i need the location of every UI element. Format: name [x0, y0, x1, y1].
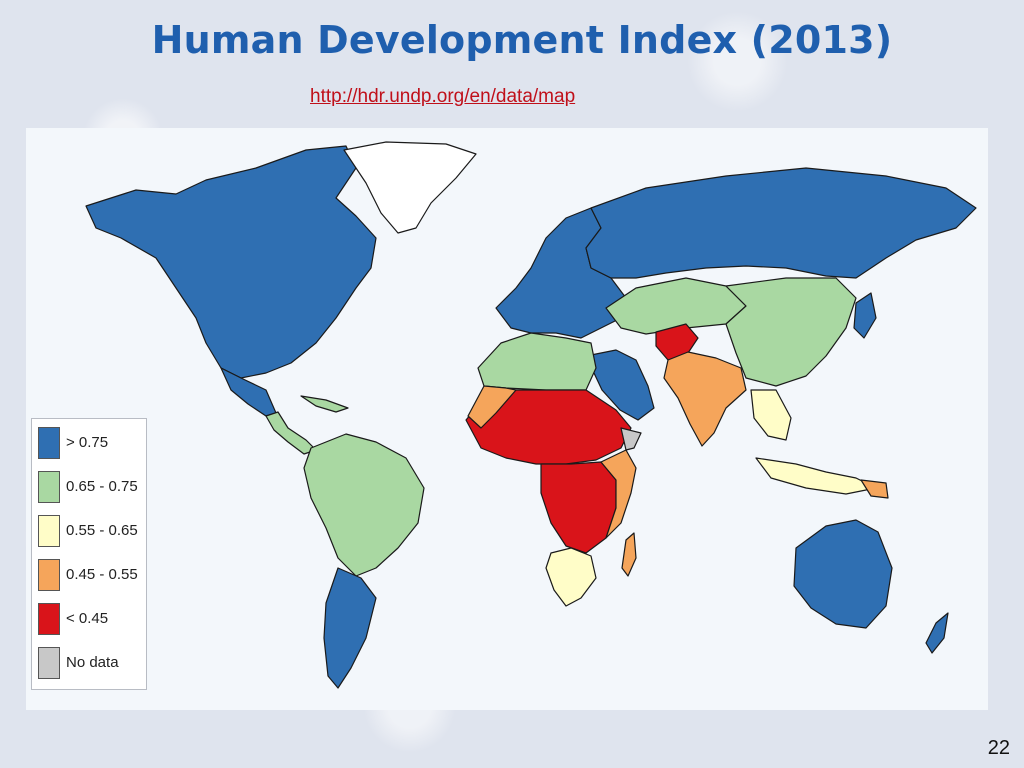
region-east-africa	[600, 449, 637, 539]
legend-swatch	[38, 471, 60, 503]
legend-swatch	[38, 647, 60, 679]
region-indonesia	[755, 457, 877, 495]
legend-label: > 0.75	[66, 434, 109, 451]
region-central-america	[265, 411, 317, 455]
legend-label: 0.45 - 0.55	[66, 566, 138, 583]
legend-item: 0.55 - 0.65	[38, 515, 142, 547]
region-new-zealand	[925, 612, 949, 654]
region-north-america	[85, 145, 377, 379]
region-australia	[793, 519, 893, 629]
legend-label: 0.55 - 0.65	[66, 522, 138, 539]
region-southern-africa	[545, 547, 597, 607]
legend-item: 0.45 - 0.55	[38, 559, 142, 591]
region-greenland	[343, 141, 477, 234]
region-south-america-south	[323, 567, 377, 689]
legend-label: 0.65 - 0.75	[66, 478, 138, 495]
region-east-asia	[725, 277, 857, 387]
region-caribbean	[300, 395, 349, 413]
region-west-africa-coast	[467, 385, 517, 429]
region-south-america-north	[303, 433, 425, 577]
source-link[interactable]: http://hdr.undp.org/en/data/map	[310, 86, 576, 107]
map-legend: > 0.75 0.65 - 0.75 0.55 - 0.65 0.45 - 0.…	[31, 418, 147, 690]
legend-item: < 0.45	[38, 603, 142, 635]
slide-title: Human Development Index (2013)	[151, 18, 893, 62]
legend-swatch	[38, 559, 60, 591]
legend-label: < 0.45	[66, 610, 109, 627]
region-papua	[860, 479, 889, 499]
legend-item: No data	[38, 647, 142, 679]
region-madagascar	[621, 532, 637, 577]
legend-item: 0.65 - 0.75	[38, 471, 142, 503]
page-number: 22	[987, 737, 1010, 759]
legend-label: No data	[66, 654, 119, 671]
legend-swatch	[38, 603, 60, 635]
region-central-africa	[540, 461, 617, 554]
world-map-panel: > 0.75 0.65 - 0.75 0.55 - 0.65 0.45 - 0.…	[26, 128, 988, 710]
region-russia	[585, 167, 977, 279]
region-north-africa	[477, 332, 597, 391]
region-central-asia	[605, 277, 747, 335]
region-japan	[853, 292, 877, 339]
legend-swatch	[38, 515, 60, 547]
region-south-asia	[663, 351, 747, 447]
region-middle-east	[585, 349, 655, 421]
legend-swatch	[38, 427, 60, 459]
legend-item: > 0.75	[38, 427, 142, 459]
world-map	[85, 141, 977, 689]
region-horn-of-africa	[620, 427, 642, 451]
region-southeast-asia	[750, 389, 792, 441]
